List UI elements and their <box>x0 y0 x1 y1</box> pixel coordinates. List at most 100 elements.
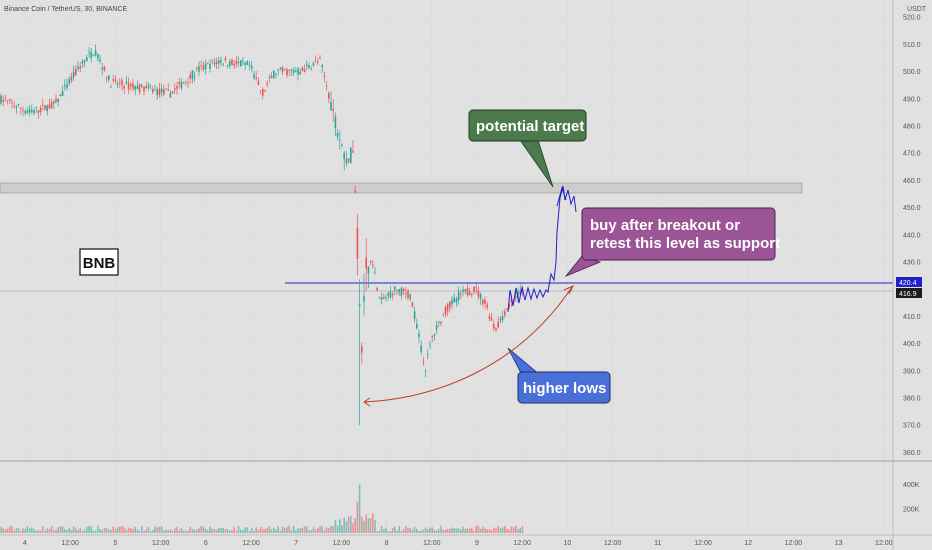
candle-body <box>479 293 482 299</box>
candle-body <box>466 288 469 295</box>
volume-bar <box>20 530 22 533</box>
candle-body <box>156 89 158 95</box>
volume-bar <box>123 527 125 533</box>
volume-bar <box>339 519 341 533</box>
volume-bar <box>207 530 209 533</box>
candle-body <box>409 294 411 299</box>
volume-bar <box>473 530 475 533</box>
candle-body <box>495 328 497 330</box>
candle-body <box>484 299 486 304</box>
candle-body <box>391 293 394 296</box>
candle-body <box>145 86 147 89</box>
volume-tick-label: 200K <box>903 506 920 513</box>
candle-body <box>86 57 88 62</box>
volume-bar <box>108 529 110 533</box>
candle-body <box>33 110 35 114</box>
volume-bar <box>97 525 99 533</box>
candle-body <box>178 81 180 84</box>
candle-body <box>31 110 33 112</box>
price-tick-label: 460.0 <box>903 178 921 185</box>
volume-bar <box>213 529 216 533</box>
candle-body <box>112 79 114 81</box>
volume-bar <box>451 527 453 533</box>
price-tick-label: 430.0 <box>903 259 921 266</box>
volume-bar <box>48 529 51 533</box>
candle-body <box>127 83 130 90</box>
candle-body <box>400 287 403 296</box>
candle-body <box>165 88 167 90</box>
candle-body <box>97 54 99 59</box>
volume-bar <box>400 530 403 533</box>
candle-body <box>314 60 317 62</box>
candle-body <box>374 271 376 273</box>
volume-bar <box>114 529 117 533</box>
candle-body <box>517 291 519 299</box>
time-tick-label: 11 <box>654 540 661 547</box>
volume-bar <box>235 530 238 533</box>
volume-bar <box>70 530 73 533</box>
volume-bar <box>264 528 266 533</box>
candle-body <box>372 264 374 266</box>
volume-bar <box>17 528 20 533</box>
candle-body <box>226 65 229 66</box>
volume-bar <box>499 528 502 533</box>
potential-target-callout[interactable]: potential target <box>468 109 587 188</box>
volume-bar <box>429 527 431 533</box>
volume-bar <box>343 517 345 533</box>
candles <box>0 44 524 426</box>
candle-body <box>442 313 444 315</box>
time-tick-label: 12 <box>744 540 752 547</box>
volume-bar <box>347 516 350 533</box>
time-tick-label: 7 <box>294 540 298 547</box>
volume-bar <box>204 528 207 533</box>
candle-body <box>453 297 455 303</box>
volume-bar <box>292 525 295 533</box>
volume-bar <box>55 529 57 533</box>
candle-body <box>312 62 315 66</box>
candle-body <box>367 266 370 274</box>
volume-bar <box>64 528 66 533</box>
time-tick-label: 10 <box>564 540 572 547</box>
volume-bar <box>39 530 42 533</box>
volume-bar <box>242 529 244 533</box>
volume-bar <box>427 529 429 533</box>
volume-bar <box>152 529 154 533</box>
candle-body <box>310 69 312 70</box>
candle-body <box>26 110 29 113</box>
volume-bar <box>233 527 235 533</box>
volume-bar <box>301 527 304 533</box>
candle-body <box>105 77 108 79</box>
time-tick-label: 5 <box>113 540 117 547</box>
volume-bar <box>323 530 326 533</box>
candle-body <box>152 89 154 93</box>
candle-body <box>385 297 387 298</box>
candle-body <box>200 65 202 66</box>
volume-bar <box>407 528 409 533</box>
candle-body <box>207 62 209 64</box>
candle-body <box>28 109 31 113</box>
volume-bar <box>317 528 319 533</box>
volume-bar <box>193 529 196 533</box>
volume-bar <box>468 528 471 533</box>
volume-bar <box>380 526 383 533</box>
volume-bar <box>350 515 352 533</box>
volume-bar <box>369 518 372 533</box>
volume-bar <box>504 525 506 533</box>
volume-bar <box>46 528 48 533</box>
volume-bar <box>237 525 240 533</box>
volume-bar <box>497 526 499 533</box>
higher-lows-callout[interactable]: higher lows <box>507 347 611 404</box>
buy-callout[interactable]: buy after breakout or retest this level … <box>564 207 780 277</box>
candle-body <box>427 354 429 355</box>
candle-body <box>229 61 231 67</box>
candle-body <box>44 105 46 110</box>
candle-body <box>68 79 70 84</box>
candle-body <box>169 93 172 98</box>
svg-text:420.4: 420.4 <box>899 280 917 287</box>
candle-body <box>292 69 295 73</box>
volume-bar <box>325 527 328 533</box>
candle-body <box>99 59 101 62</box>
candle-body <box>319 57 321 59</box>
candle-body <box>123 86 125 89</box>
